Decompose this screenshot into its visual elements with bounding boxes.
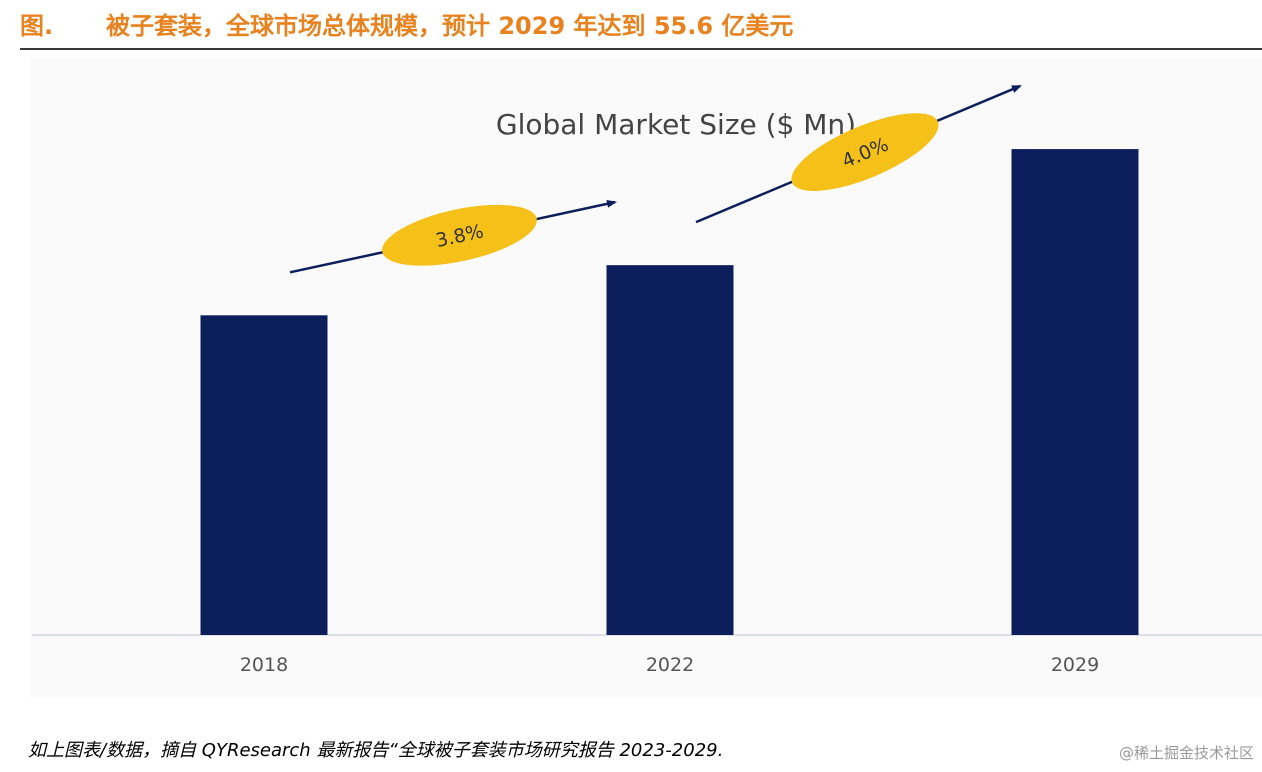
chart-panel: Global Market Size ($ Mn) 2018 2022 2029 3… (30, 58, 1262, 698)
watermark: @稀土掘金技术社区 (1118, 744, 1254, 762)
x-tick-label: 2022 (646, 654, 694, 676)
bar-2029 (1011, 149, 1139, 636)
header-rule (20, 48, 1262, 50)
source-caption: 如上图表/数据，摘自 QYResearch 最新报告“全球被子套装市场研究报告 … (28, 740, 724, 761)
bar-chart: Global Market Size ($ Mn) 2018 2022 2029 3… (32, 84, 1262, 676)
figure-title: 被子套装，全球市场总体规模，预计 2029 年达到 55.6 亿美元 (106, 12, 794, 40)
bar-2018 (200, 315, 328, 635)
growth-rate-badge (791, 113, 939, 191)
growth-rate-badge (382, 204, 537, 266)
x-tick-label: 2018 (240, 654, 288, 676)
figure-label: 图. (20, 12, 54, 40)
x-tick-label: 2029 (1051, 654, 1099, 676)
figure-header: 图. 被子套装，全球市场总体规模，预计 2029 年达到 55.6 亿美元 (20, 6, 1262, 50)
bar-2022 (606, 265, 734, 635)
chart-title: Global Market Size ($ Mn) (496, 108, 856, 141)
